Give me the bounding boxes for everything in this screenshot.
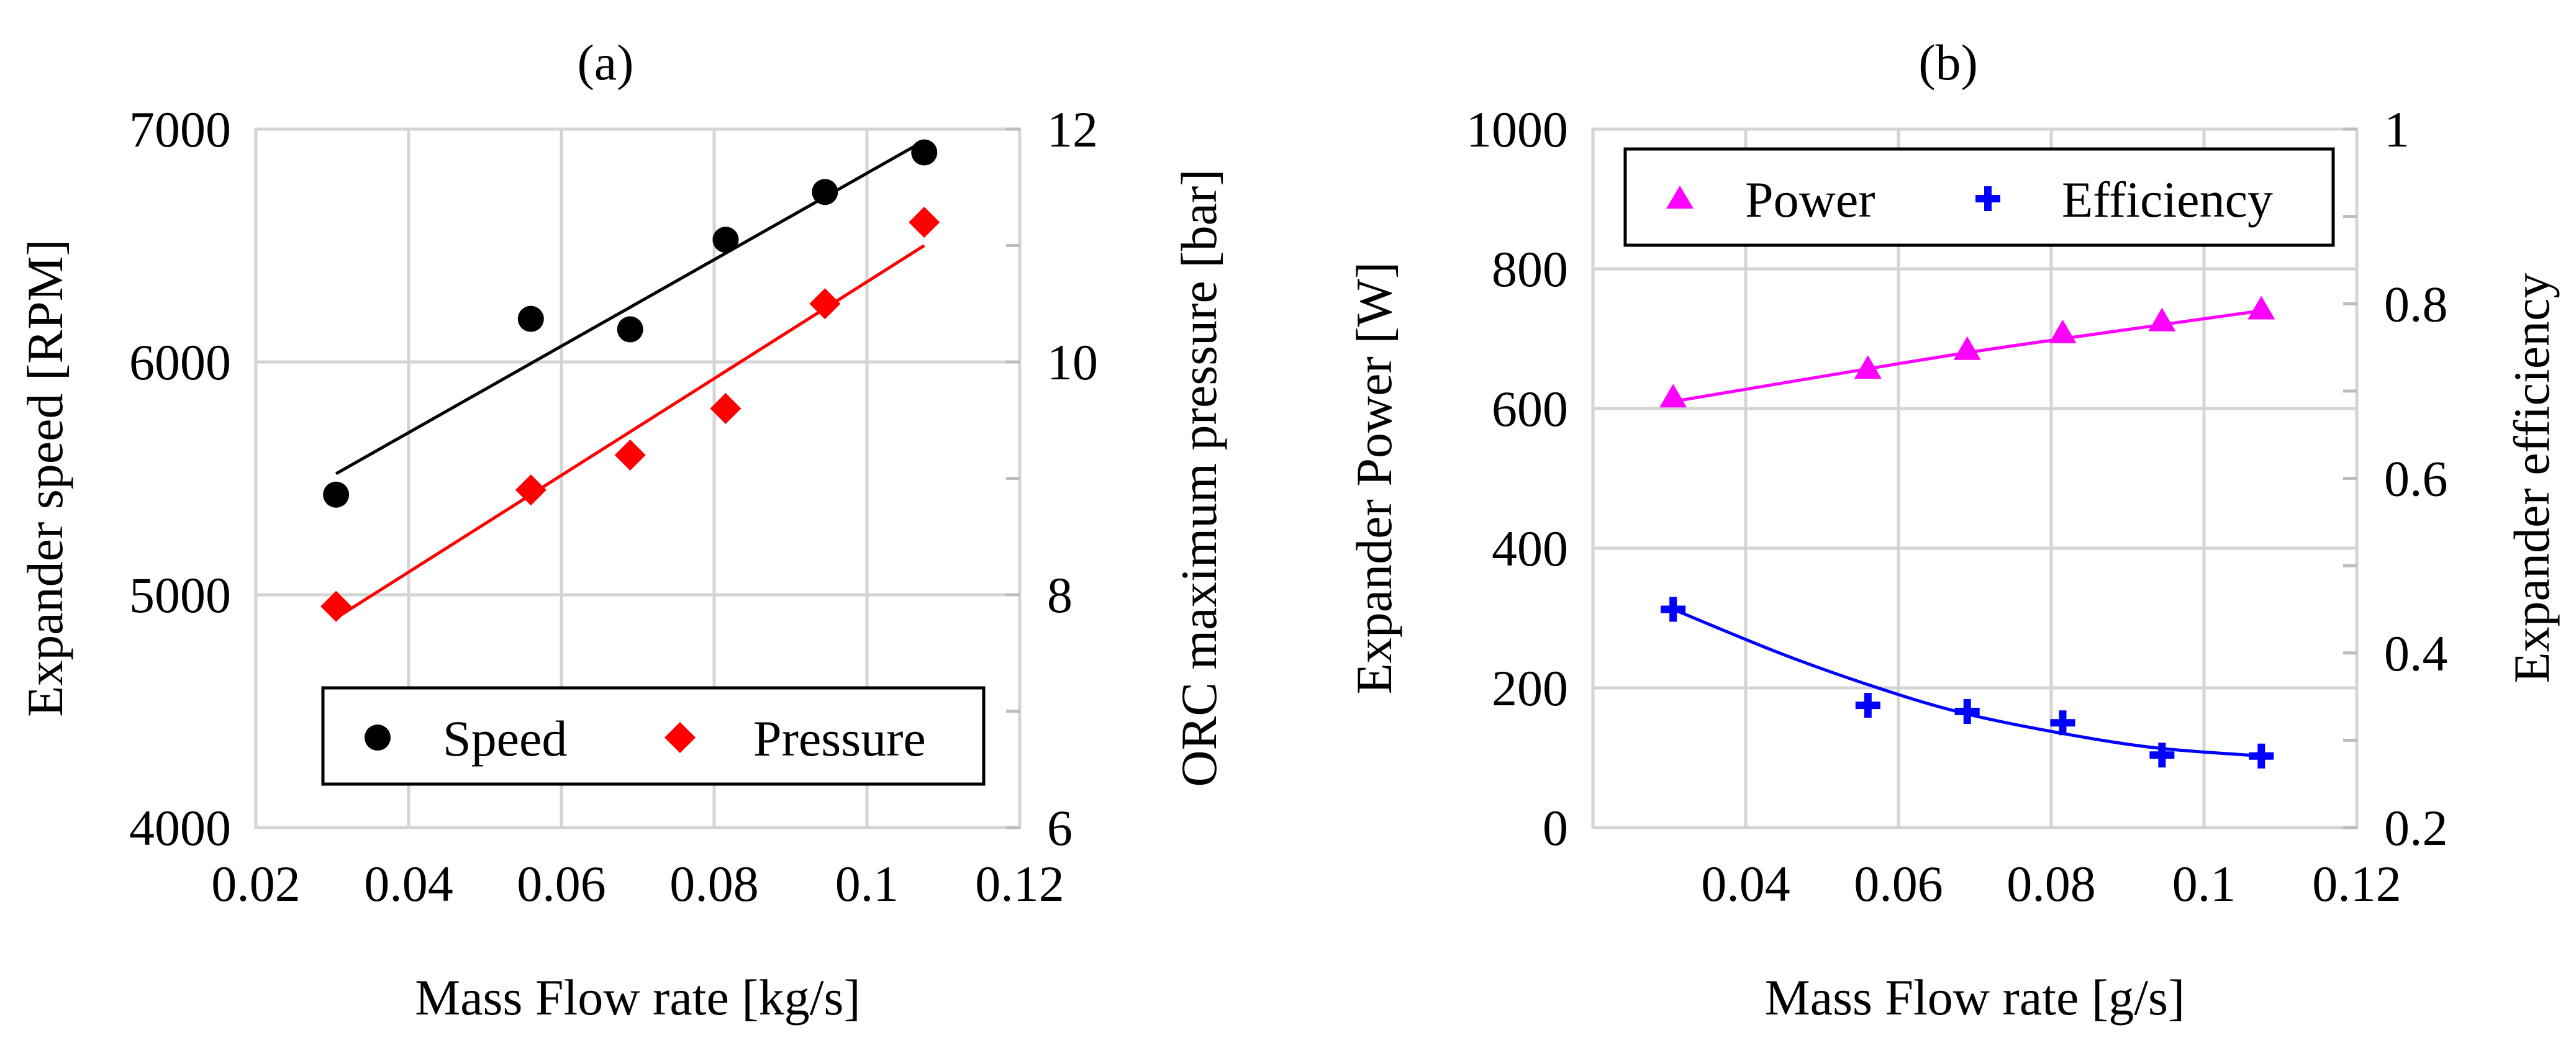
speed-point (617, 316, 643, 343)
legend-speed-marker (365, 725, 391, 751)
pressure-point (909, 207, 940, 238)
x-tick-label: 0.04 (1701, 856, 1790, 912)
panel-b-y2-axis-title: Expander efficiency (2503, 273, 2560, 684)
legend-pressure-marker (664, 722, 696, 753)
speed-point (911, 139, 938, 166)
y-tick-label: 400 (1492, 520, 1568, 577)
legend-power-marker (1666, 186, 1694, 209)
efficiency-trendline (1672, 608, 2262, 758)
legend-power-label: Power (1745, 171, 1875, 228)
x-tick-label: 0.06 (517, 856, 606, 912)
y-tick-label: 7000 (129, 101, 231, 158)
pressure-point (809, 288, 841, 320)
panel-a-legend: Speed Pressure (321, 686, 986, 786)
speed-point (517, 305, 544, 332)
y-tick-label: 5000 (129, 567, 231, 623)
power-point (1659, 384, 1687, 408)
legend-speed-label: Speed (443, 710, 567, 767)
efficiency-point (2050, 710, 2075, 736)
x-tick-label: 0.02 (211, 856, 301, 912)
panel-a-y-axis-title: Expander speed [RPM] (17, 239, 73, 717)
y-tick-label: 800 (1492, 241, 1568, 297)
panel-a-y-tick-labels: 4000 5000 6000 7000 (129, 101, 231, 856)
efficiency-point (1661, 597, 1686, 622)
y2-tick-label: 0.8 (2384, 276, 2448, 332)
panel-b-y-axis-title: Expander Power [W] (1346, 262, 1402, 695)
pressure-point (320, 590, 352, 622)
x-tick-label: 0.04 (364, 856, 453, 912)
power-point (2247, 296, 2275, 320)
power-point (1953, 336, 1981, 360)
x-tick-label: 0.12 (975, 856, 1064, 912)
y-tick-label: 0 (1543, 800, 1568, 856)
panel-a-legend-box (321, 686, 986, 786)
y2-tick-label: 12 (1047, 101, 1098, 158)
x-tick-label: 0.12 (2312, 856, 2401, 912)
power-point (2148, 307, 2176, 332)
panel-a-y2-axis-title: ORC maximum pressure [bar] (1171, 169, 1227, 787)
panel-b-data-points (1659, 296, 2275, 769)
legend-efficiency-marker (1975, 186, 2000, 211)
power-point (2049, 319, 2077, 343)
y-tick-label: 600 (1492, 381, 1568, 437)
x-tick-label: 0.08 (2007, 856, 2096, 912)
panel-b-legend: Power Efficiency (1623, 147, 2335, 247)
panel-a-ticks (1006, 127, 1020, 829)
panel-a-x-tick-labels: 0.02 0.04 0.06 0.08 0.1 0.12 (211, 856, 1064, 912)
y2-tick-label: 8 (1047, 567, 1073, 623)
panel-a-x-axis-title: Mass Flow rate [kg/s] (415, 969, 860, 1026)
panel-b-y2-tick-labels: 0.2 0.4 0.6 0.8 1 (2384, 101, 2448, 856)
panel-a-trendlines (335, 139, 925, 620)
panel-a-y2-tick-labels: 6 8 10 12 (1047, 101, 1098, 856)
y2-tick-label: 0.4 (2384, 625, 2448, 682)
legend-pressure-label: Pressure (753, 710, 926, 767)
speed-point (712, 227, 739, 253)
y-tick-label: 6000 (129, 334, 231, 391)
power-point (1854, 355, 1882, 379)
x-tick-label: 0.1 (2172, 856, 2236, 912)
y-tick-label: 1000 (1466, 101, 1568, 158)
efficiency-point (2149, 743, 2175, 768)
y-tick-label: 200 (1492, 660, 1568, 716)
panel-b-x-tick-labels: 0.04 0.06 0.08 0.1 0.12 (1701, 856, 2401, 912)
y-tick-label: 4000 (129, 800, 231, 856)
x-tick-label: 0.1 (835, 856, 899, 912)
panel-b-expander-power-efficiency: (b) 0.04 0.06 0.08 0.1 0.12 0 200 400 600 800 100… (1346, 34, 2560, 1026)
pressure-point (515, 474, 546, 506)
panel-b-label: (b) (1918, 34, 1978, 91)
pressure-point (614, 440, 646, 471)
panel-a-label: (a) (577, 34, 633, 91)
efficiency-point (1954, 698, 1980, 724)
y2-tick-label: 0.6 (2384, 451, 2448, 507)
y2-tick-label: 0.2 (2384, 800, 2448, 856)
panel-b-x-axis-title: Mass Flow rate [g/s] (1765, 969, 2185, 1026)
y2-tick-label: 1 (2384, 101, 2410, 158)
efficiency-point (1855, 693, 1880, 718)
efficiency-point (2249, 743, 2274, 769)
y2-tick-label: 10 (1047, 334, 1098, 391)
speed-point (812, 179, 838, 205)
panel-b-y-tick-labels: 0 200 400 600 800 1000 (1466, 101, 1568, 856)
panel-a-data-points (320, 139, 940, 622)
speed-point (323, 481, 350, 508)
y2-tick-label: 6 (1047, 800, 1073, 856)
pressure-point (710, 393, 742, 424)
panel-a-expander-speed-pressure: (a) 0.02 0.04 0.06 0.08 0.1 0.12 4000 5000 6000… (17, 34, 1227, 1026)
x-tick-label: 0.06 (1854, 856, 1943, 912)
panel-b-ticks (2343, 127, 2357, 829)
x-tick-label: 0.08 (669, 856, 759, 912)
legend-efficiency-label: Efficiency (2062, 171, 2273, 228)
